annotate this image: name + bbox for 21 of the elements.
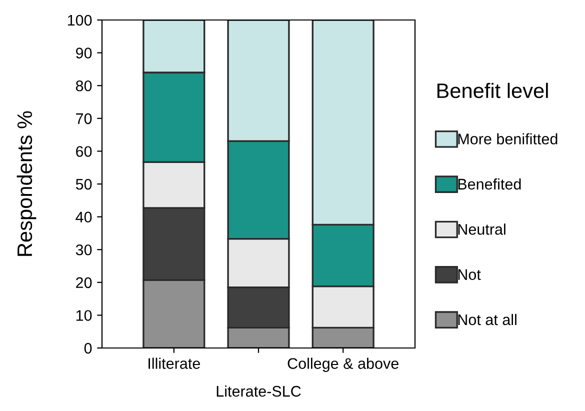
- y-tick-label: 70: [76, 113, 92, 124]
- x-tick-label: College & above: [288, 358, 398, 372]
- legend-label: Benefited: [458, 178, 521, 190]
- y-tick-label: 50: [76, 178, 92, 190]
- y-axis-title: Respondents %: [16, 111, 36, 256]
- y-tick-label: 90: [76, 48, 92, 58]
- legend-label: Not at all: [458, 314, 516, 326]
- legend-label: More benifitted: [458, 133, 558, 144]
- y-tick-label: 0: [84, 342, 92, 354]
- y-tick-label: 80: [76, 80, 92, 92]
- y-tick-label: 100: [68, 14, 92, 26]
- legend-title: Benefit level: [437, 82, 548, 98]
- legend-label: Not: [458, 269, 481, 280]
- y-tick-label: 60: [76, 146, 92, 157]
- y-tick-label: 40: [76, 212, 92, 222]
- y-tick-label: 30: [76, 244, 92, 256]
- legend-label: Neutral: [458, 224, 506, 235]
- x-tick-label: Literate-SLC: [216, 386, 301, 397]
- x-tick-label: Illiterate: [148, 358, 200, 369]
- y-tick-label: 10: [76, 310, 92, 321]
- y-tick-label: 20: [76, 277, 92, 288]
